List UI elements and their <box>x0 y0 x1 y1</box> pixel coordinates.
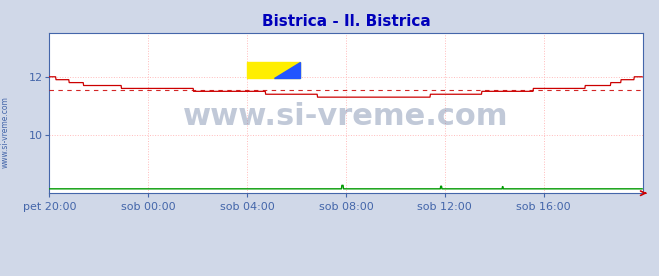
Polygon shape <box>273 62 301 78</box>
Title: Bistrica - Il. Bistrica: Bistrica - Il. Bistrica <box>262 14 430 29</box>
Text: www.si-vreme.com: www.si-vreme.com <box>1 97 10 168</box>
Text: www.si-vreme.com: www.si-vreme.com <box>183 102 509 131</box>
Polygon shape <box>247 62 301 78</box>
